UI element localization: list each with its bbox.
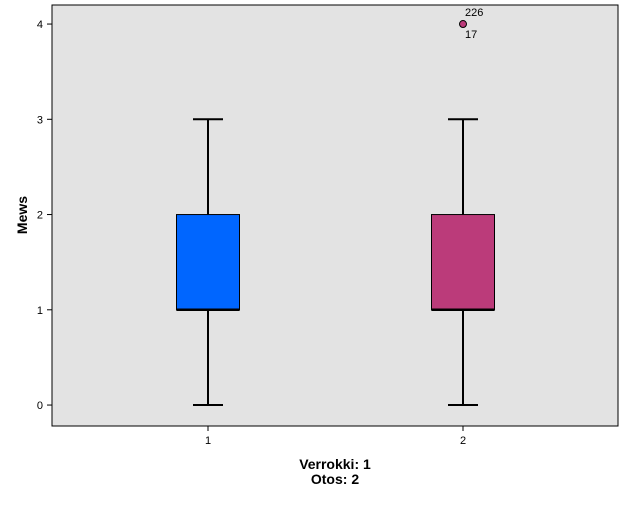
outlier-label-2-0-b: 17 bbox=[465, 29, 477, 41]
boxes-layer: 226 17 bbox=[176, 7, 495, 407]
plot-area bbox=[51, 4, 619, 427]
y-axis: 0 1 2 3 4 bbox=[37, 19, 52, 412]
y-axis-title: Mews bbox=[14, 196, 30, 234]
outlier-label-2-0-a: 226 bbox=[465, 7, 483, 19]
box-2 bbox=[431, 214, 495, 311]
x-axis-title-line-1: Verrokki: 1 bbox=[299, 456, 371, 472]
y-tick-label-0: 0 bbox=[37, 400, 43, 412]
x-axis-title-line-2: Otos: 2 bbox=[311, 471, 359, 487]
x-tick-label-1: 1 bbox=[205, 435, 211, 447]
y-tick-label-4: 4 bbox=[37, 19, 43, 31]
y-tick-label-1: 1 bbox=[37, 305, 43, 317]
box-group-2: 226 17 bbox=[431, 7, 495, 407]
y-tick-label-2: 2 bbox=[37, 210, 43, 222]
box-group-1 bbox=[176, 118, 240, 407]
outlier-point-2-0 bbox=[459, 20, 467, 29]
box-1 bbox=[176, 214, 240, 311]
y-tick-label-3: 3 bbox=[37, 114, 43, 126]
x-tick-label-2: 2 bbox=[460, 435, 466, 447]
